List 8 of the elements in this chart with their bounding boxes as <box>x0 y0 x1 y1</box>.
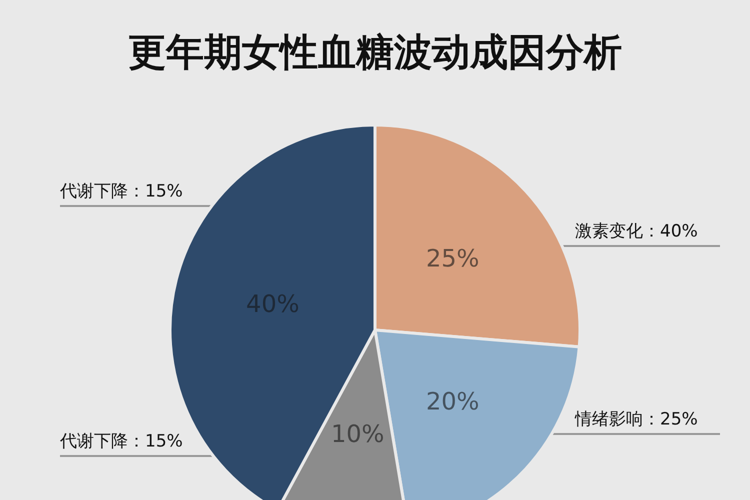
text: 激素变化：40% <box>575 222 698 242</box>
text: 情绪影响：25% <box>574 410 698 430</box>
text: 代谢下降：15% <box>59 432 183 452</box>
chart-title: 更年期女性血糖波动成因分析 <box>128 30 622 74</box>
data-label: 20% <box>426 387 480 416</box>
data-label: 10% <box>330 420 384 448</box>
data-label: 25% <box>426 244 480 273</box>
text: 代谢下降：15% <box>59 182 183 202</box>
